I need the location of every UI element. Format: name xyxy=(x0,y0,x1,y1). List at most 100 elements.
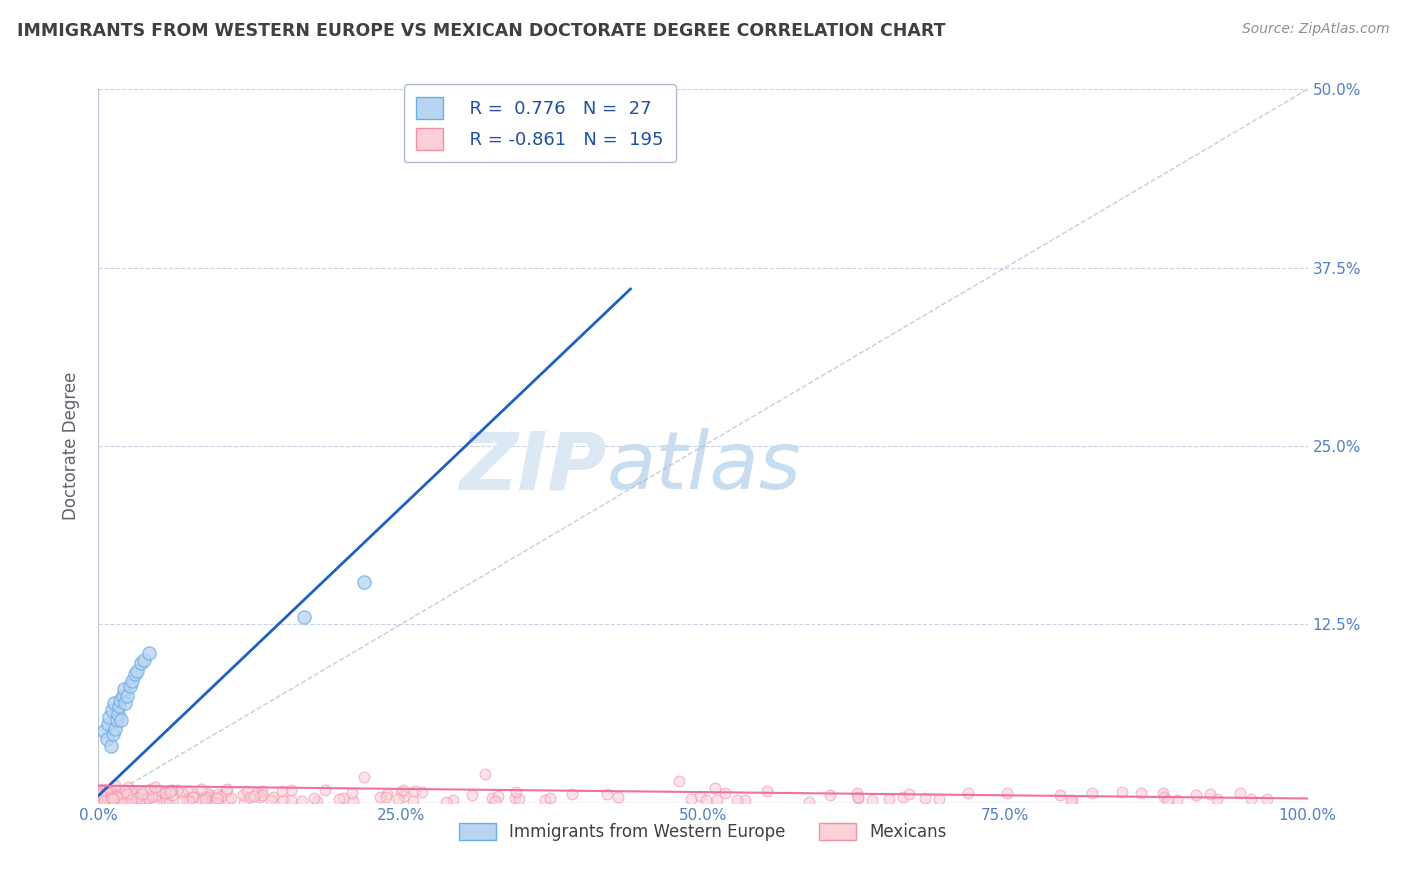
Point xyxy=(205,790,228,805)
Point xyxy=(481,791,503,805)
Point xyxy=(121,784,143,798)
Point xyxy=(243,789,266,804)
Point xyxy=(121,674,143,689)
Point xyxy=(97,717,120,731)
Point xyxy=(725,793,748,807)
Point xyxy=(125,791,148,805)
Point xyxy=(120,793,142,807)
Point xyxy=(1060,793,1083,807)
Point xyxy=(177,784,200,798)
Point xyxy=(94,787,117,801)
Point xyxy=(262,789,284,804)
Point xyxy=(1152,786,1174,800)
Point xyxy=(353,770,375,784)
Point xyxy=(160,783,183,797)
Point xyxy=(860,792,883,806)
Point xyxy=(153,786,176,800)
Point xyxy=(114,796,136,810)
Point xyxy=(103,792,125,806)
Point xyxy=(219,791,242,805)
Point xyxy=(411,785,433,799)
Y-axis label: Doctorate Degree: Doctorate Degree xyxy=(62,372,80,520)
Point xyxy=(215,784,238,798)
Point xyxy=(249,789,271,804)
Point xyxy=(461,788,484,802)
Point xyxy=(124,667,146,681)
Point xyxy=(120,783,142,797)
Point xyxy=(89,794,111,808)
Point xyxy=(1206,792,1229,806)
Point xyxy=(141,793,163,807)
Point xyxy=(389,785,412,799)
Point xyxy=(183,788,205,802)
Point xyxy=(138,646,160,660)
Point xyxy=(181,789,204,804)
Point xyxy=(103,789,125,804)
Point xyxy=(108,693,131,707)
Point xyxy=(232,788,254,802)
Point xyxy=(115,786,138,800)
Point xyxy=(538,791,561,805)
Point xyxy=(121,791,143,805)
Point xyxy=(207,796,229,810)
Point xyxy=(194,791,217,805)
Point xyxy=(191,793,214,807)
Point xyxy=(190,782,212,797)
Point xyxy=(118,679,141,693)
Point xyxy=(112,796,135,810)
Point xyxy=(1199,788,1222,802)
Point xyxy=(695,793,717,807)
Point xyxy=(100,703,122,717)
Point xyxy=(101,785,124,799)
Point xyxy=(100,739,122,753)
Point xyxy=(194,790,217,805)
Point xyxy=(112,681,135,696)
Point xyxy=(441,793,464,807)
Point xyxy=(995,786,1018,800)
Point xyxy=(115,787,138,801)
Point xyxy=(1111,784,1133,798)
Point xyxy=(1153,790,1175,805)
Point xyxy=(131,785,153,799)
Point xyxy=(370,789,392,804)
Point xyxy=(98,795,121,809)
Point xyxy=(160,788,183,802)
Point xyxy=(111,789,134,803)
Point xyxy=(877,792,900,806)
Point xyxy=(160,783,183,797)
Point xyxy=(100,787,122,801)
Point xyxy=(157,796,180,810)
Point xyxy=(91,789,114,804)
Point xyxy=(93,724,115,739)
Point xyxy=(143,780,166,794)
Point xyxy=(100,790,122,805)
Point xyxy=(1049,789,1071,803)
Point xyxy=(89,787,111,801)
Point xyxy=(340,786,363,800)
Point xyxy=(101,727,124,741)
Point xyxy=(1081,785,1104,799)
Point xyxy=(387,792,409,806)
Point xyxy=(136,791,159,805)
Point xyxy=(91,782,114,797)
Point xyxy=(1240,791,1263,805)
Point xyxy=(375,787,398,801)
Point xyxy=(1130,786,1153,800)
Point xyxy=(145,786,167,800)
Point xyxy=(392,789,415,803)
Point xyxy=(818,788,841,802)
Point xyxy=(1166,793,1188,807)
Point xyxy=(128,795,150,809)
Point xyxy=(560,787,582,801)
Point xyxy=(250,788,273,802)
Point xyxy=(105,790,128,805)
Point xyxy=(177,794,200,808)
Point xyxy=(503,790,526,805)
Point xyxy=(217,781,239,796)
Point xyxy=(110,713,132,727)
Point xyxy=(114,784,136,798)
Point xyxy=(956,786,979,800)
Point xyxy=(291,794,314,808)
Point xyxy=(103,792,125,806)
Point xyxy=(94,789,117,803)
